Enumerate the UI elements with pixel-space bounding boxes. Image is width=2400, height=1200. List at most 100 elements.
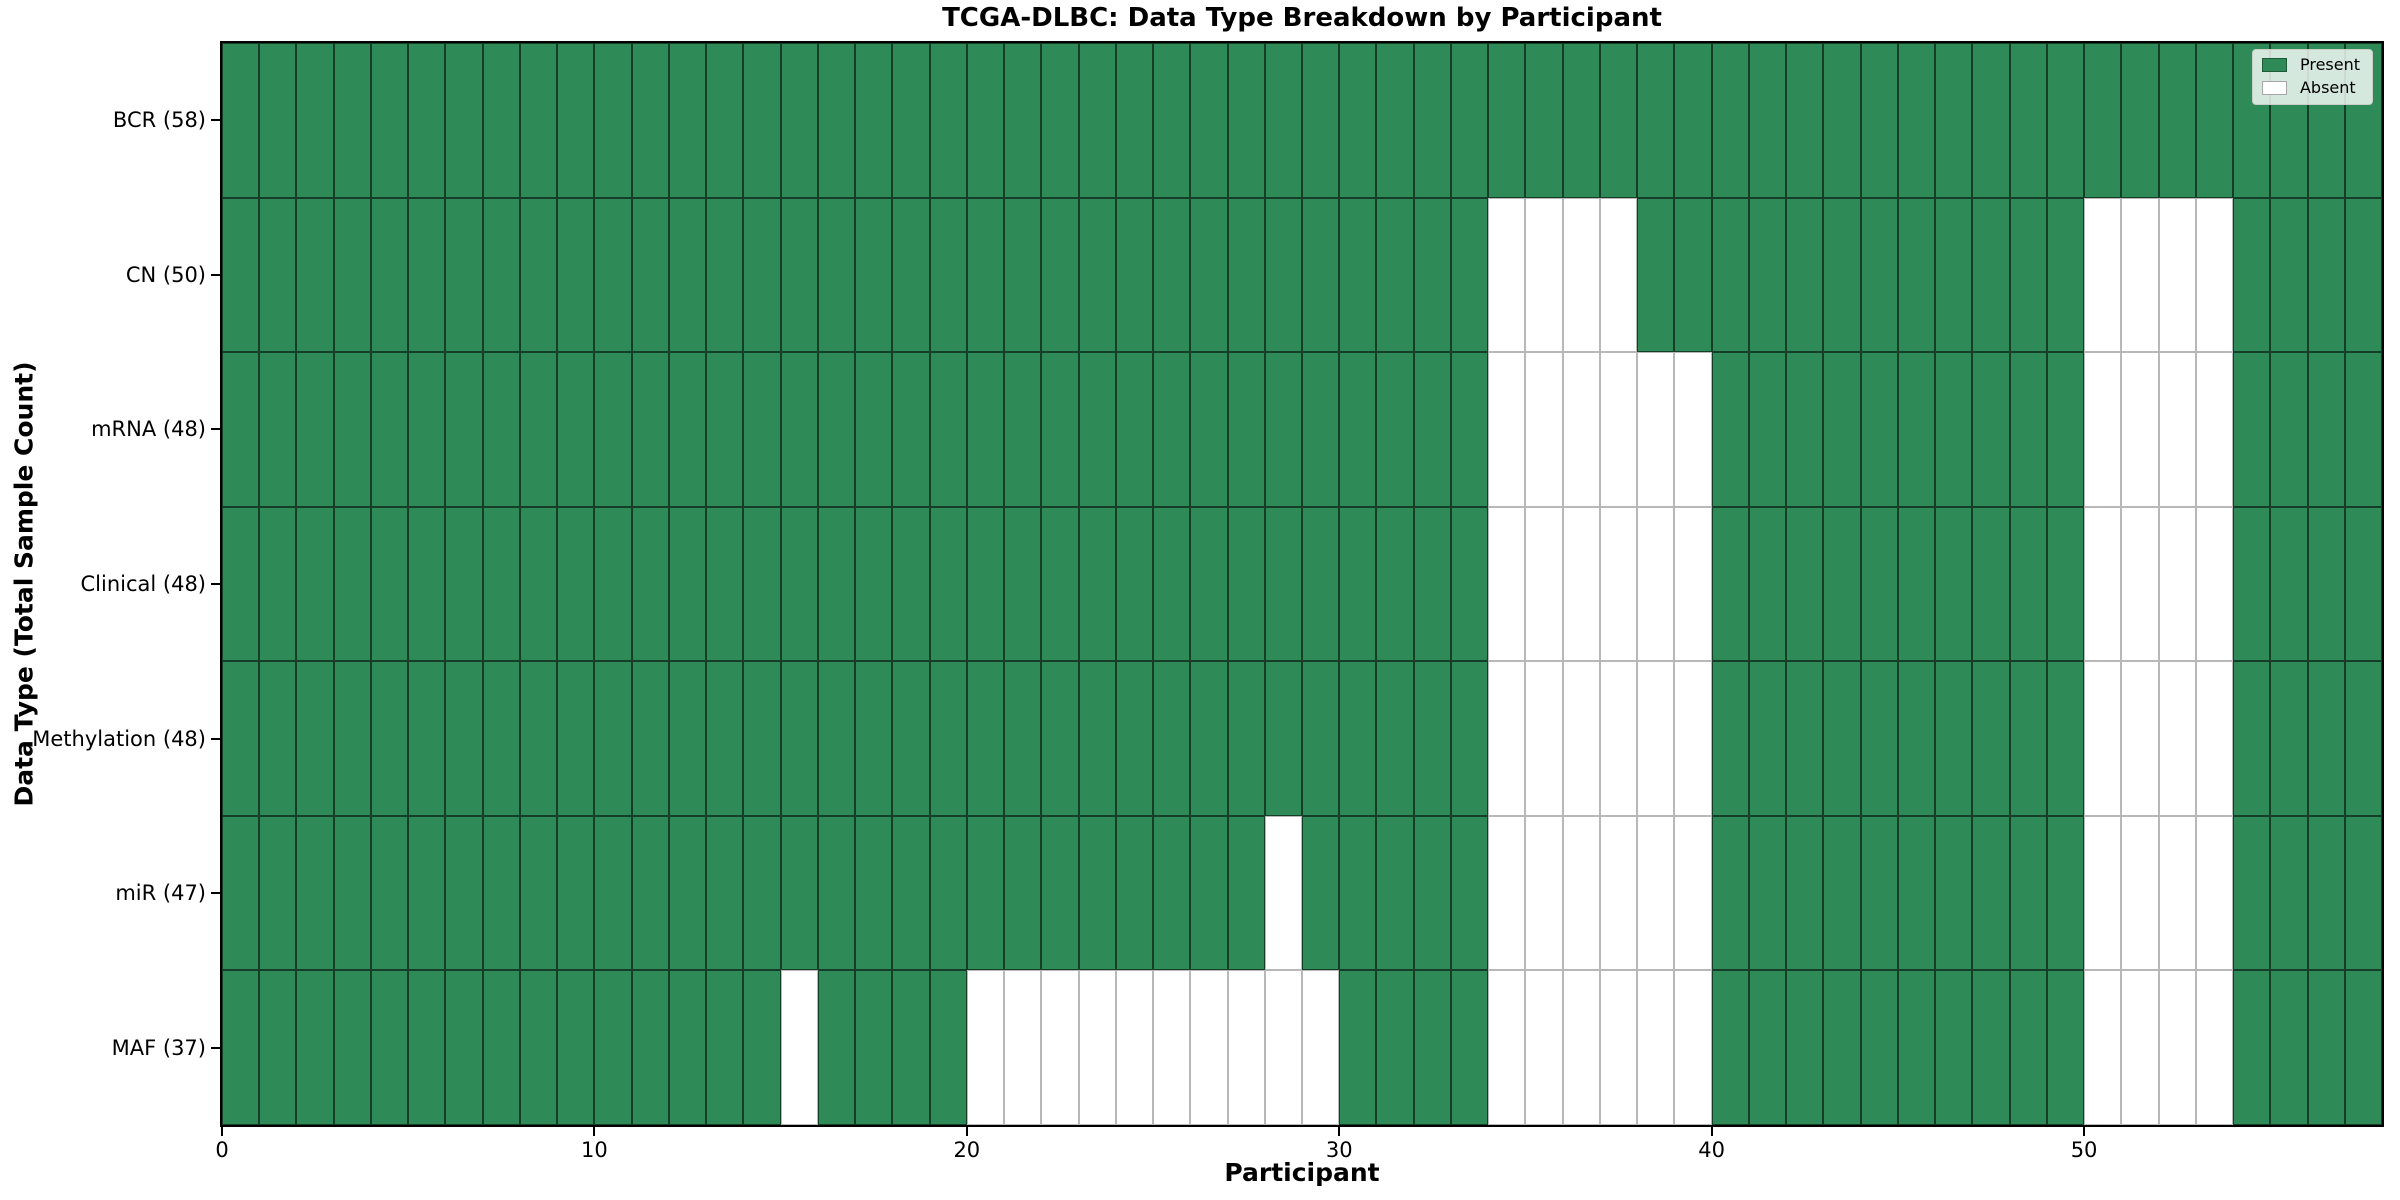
heatmap-cell-MAF-49 bbox=[2046, 970, 2085, 1125]
heatmap-cell-Clinical-13 bbox=[706, 506, 744, 662]
heatmap-cell-miR-6 bbox=[445, 815, 483, 971]
heatmap-cell-CN-54 bbox=[2233, 197, 2271, 353]
heatmap-cell-mRNA-36 bbox=[1562, 352, 1600, 507]
heatmap-cell-BCR-4 bbox=[370, 43, 409, 198]
heatmap-cell-mRNA-53 bbox=[2195, 352, 2234, 507]
heatmap-cell-mRNA-44 bbox=[1860, 352, 1898, 507]
heatmap-cell-BCR-53 bbox=[2195, 43, 2234, 198]
heatmap-cell-CN-22 bbox=[1041, 197, 1079, 353]
heatmap-cell-CN-49 bbox=[2046, 197, 2085, 353]
heatmap-cell-Clinical-49 bbox=[2046, 506, 2085, 662]
heatmap-cell-Methylation-45 bbox=[1897, 661, 1936, 816]
heatmap-cell-miR-10 bbox=[594, 815, 632, 971]
heatmap-cell-miR-54 bbox=[2233, 815, 2271, 971]
heatmap-cell-Methylation-37 bbox=[1599, 661, 1638, 816]
heatmap-cell-mRNA-50 bbox=[2084, 352, 2122, 507]
heatmap-cell-MAF-34 bbox=[1488, 970, 1526, 1125]
heatmap-cell-mRNA-13 bbox=[706, 352, 744, 507]
heatmap-cell-MAF-38 bbox=[1637, 970, 1675, 1125]
heatmap-cell-CN-24 bbox=[1115, 197, 1154, 353]
y-tick-label-Methylation: Methylation (48) bbox=[32, 726, 206, 751]
heatmap-cell-CN-5 bbox=[408, 197, 446, 353]
heatmap-cell-CN-36 bbox=[1562, 197, 1600, 353]
heatmap-cell-Methylation-22 bbox=[1041, 661, 1079, 816]
heatmap-cell-BCR-12 bbox=[668, 43, 707, 198]
heatmap-cell-Methylation-43 bbox=[1823, 661, 1861, 816]
heatmap-cell-mRNA-0 bbox=[222, 352, 260, 507]
heatmap-cell-MAF-21 bbox=[1004, 970, 1042, 1125]
heatmap-cell-BCR-42 bbox=[1786, 43, 1824, 198]
heatmap-cell-mRNA-48 bbox=[2009, 352, 2047, 507]
heatmap-cell-MAF-31 bbox=[1376, 970, 1414, 1125]
x-tick-label-40: 40 bbox=[1698, 1138, 1725, 1162]
heatmap-cell-Clinical-54 bbox=[2233, 506, 2271, 662]
heatmap-cell-miR-9 bbox=[557, 815, 595, 971]
heatmap-cell-MAF-6 bbox=[445, 970, 483, 1125]
heatmap-cell-CN-56 bbox=[2307, 197, 2345, 353]
heatmap-cell-CN-9 bbox=[557, 197, 595, 353]
heatmap-cell-BCR-29 bbox=[1301, 43, 1340, 198]
heatmap-cell-Clinical-6 bbox=[445, 506, 483, 662]
heatmap-cell-MAF-54 bbox=[2233, 970, 2271, 1125]
heatmap-cell-CN-25 bbox=[1153, 197, 1191, 353]
heatmap-cell-BCR-32 bbox=[1413, 43, 1451, 198]
heatmap-cell-CN-15 bbox=[780, 197, 818, 353]
heatmap-cell-MAF-56 bbox=[2307, 970, 2345, 1125]
heatmap-cell-miR-33 bbox=[1450, 815, 1489, 971]
heatmap-cell-mRNA-38 bbox=[1637, 352, 1675, 507]
heatmap-cell-CN-29 bbox=[1301, 197, 1340, 353]
heatmap-cell-BCR-11 bbox=[631, 43, 669, 198]
plot-area: Present Absent bbox=[220, 41, 2384, 1127]
heatmap-cell-miR-40 bbox=[1711, 815, 1749, 971]
heatmap-cell-Methylation-56 bbox=[2307, 661, 2345, 816]
heatmap-cell-miR-56 bbox=[2307, 815, 2345, 971]
heatmap-cell-miR-39 bbox=[1674, 815, 1712, 971]
heatmap-cell-CN-34 bbox=[1488, 197, 1526, 353]
heatmap-cell-BCR-28 bbox=[1264, 43, 1302, 198]
heatmap-cell-Methylation-19 bbox=[929, 661, 967, 816]
heatmap-cell-Methylation-46 bbox=[1935, 661, 1973, 816]
heatmap-cell-CN-38 bbox=[1637, 197, 1675, 353]
heatmap-cell-MAF-7 bbox=[482, 970, 520, 1125]
heatmap-cell-CN-37 bbox=[1599, 197, 1638, 353]
heatmap-cell-MAF-37 bbox=[1599, 970, 1638, 1125]
heatmap-cell-Clinical-43 bbox=[1823, 506, 1861, 662]
heatmap-cell-Methylation-7 bbox=[482, 661, 520, 816]
heatmap-cell-Methylation-53 bbox=[2195, 661, 2234, 816]
heatmap-cell-Clinical-25 bbox=[1153, 506, 1191, 662]
heatmap-cell-Methylation-14 bbox=[743, 661, 781, 816]
heatmap-cell-BCR-52 bbox=[2158, 43, 2196, 198]
y-tick-mark-CN bbox=[211, 273, 220, 276]
heatmap-cell-Methylation-29 bbox=[1301, 661, 1340, 816]
x-tick-mark-10 bbox=[593, 1127, 596, 1136]
heatmap-cell-mRNA-31 bbox=[1376, 352, 1414, 507]
heatmap-cell-Clinical-22 bbox=[1041, 506, 1079, 662]
heatmap-cell-MAF-0 bbox=[222, 970, 260, 1125]
heatmap-cell-Clinical-1 bbox=[259, 506, 297, 662]
heatmap-cell-BCR-49 bbox=[2046, 43, 2085, 198]
heatmap-cell-miR-29 bbox=[1301, 815, 1340, 971]
heatmap-cell-Clinical-5 bbox=[408, 506, 446, 662]
heatmap-cell-Methylation-6 bbox=[445, 661, 483, 816]
legend: Present Absent bbox=[2251, 49, 2373, 105]
heatmap-cell-MAF-45 bbox=[1897, 970, 1936, 1125]
heatmap-cell-miR-48 bbox=[2009, 815, 2047, 971]
heatmap-cell-BCR-51 bbox=[2121, 43, 2159, 198]
heatmap-cell-BCR-5 bbox=[408, 43, 446, 198]
heatmap-cell-Clinical-35 bbox=[1525, 506, 1563, 662]
y-tick-label-CN: CN (50) bbox=[125, 262, 206, 287]
x-tick-label-30: 30 bbox=[1325, 1138, 1353, 1162]
heatmap-cell-Methylation-12 bbox=[668, 661, 707, 816]
heatmap-cell-CN-57 bbox=[2344, 197, 2382, 353]
heatmap-cell-CN-2 bbox=[296, 197, 334, 353]
heatmap-cell-BCR-25 bbox=[1153, 43, 1191, 198]
heatmap-cell-Methylation-48 bbox=[2009, 661, 2047, 816]
heatmap-cell-MAF-23 bbox=[1078, 970, 1116, 1125]
heatmap-cell-MAF-50 bbox=[2084, 970, 2122, 1125]
heatmap-cell-CN-45 bbox=[1897, 197, 1936, 353]
heatmap-cell-Clinical-10 bbox=[594, 506, 632, 662]
heatmap-cell-Methylation-40 bbox=[1711, 661, 1749, 816]
heatmap-cell-MAF-15 bbox=[780, 970, 818, 1125]
heatmap-cell-Clinical-32 bbox=[1413, 506, 1451, 662]
heatmap-cell-Clinical-56 bbox=[2307, 506, 2345, 662]
